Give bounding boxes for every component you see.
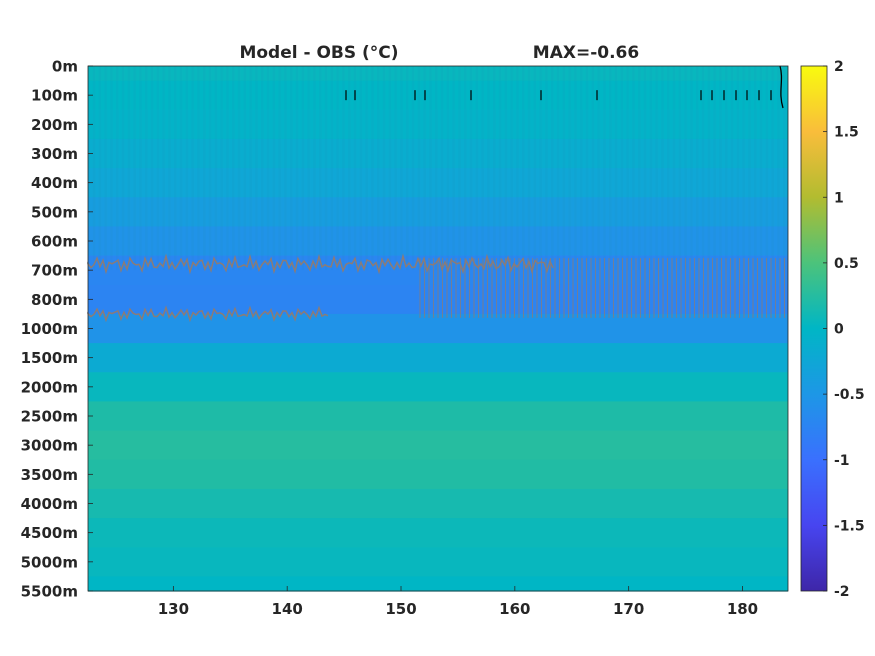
y-tick-label: 1500m — [21, 349, 78, 367]
y-axis-ticks: 0m 100m 200m 300m 400m 500m 600m 700m 800m 1000m 1… — [21, 58, 93, 601]
colorbar-tick-label: -1.5 — [834, 518, 865, 534]
max-annotation: MAX=-0.66 — [533, 43, 639, 63]
x-tick-label: 170 — [613, 600, 644, 618]
colorbar-tick-label: -1 — [834, 453, 850, 469]
y-tick-label: 700m — [31, 262, 78, 280]
heatmap-band — [88, 430, 788, 461]
colorbar-tick-label: 1.5 — [834, 125, 859, 141]
y-tick-label: 5000m — [21, 553, 78, 571]
colorbar-tick-label: 1 — [834, 190, 844, 206]
heatmap-band — [88, 372, 788, 403]
y-tick-label: 200m — [31, 116, 78, 134]
colorbar-tick-label: 0.5 — [834, 256, 859, 272]
heatmap-band — [88, 488, 788, 519]
y-tick-label: 800m — [31, 291, 78, 309]
x-axis-ticks: 130 140 150 160 170 180 — [158, 586, 758, 618]
x-tick-label: 160 — [499, 600, 530, 618]
y-tick-label: 1000m — [21, 320, 78, 338]
x-tick-label: 130 — [158, 600, 189, 618]
y-tick-label: 3000m — [21, 437, 78, 455]
colorbar-tick-label: 2 — [834, 59, 844, 75]
y-tick-label: 100m — [31, 87, 78, 105]
colorbar-tick-label: -2 — [834, 584, 850, 600]
y-tick-label: 0m — [52, 58, 78, 76]
y-tick-label: 5500m — [21, 583, 78, 601]
chart-title: Model - OBS (°C) — [239, 43, 398, 63]
colorbar-tick-label: -0.5 — [834, 387, 865, 403]
y-tick-label: 4000m — [21, 495, 78, 513]
contour-mark — [779, 65, 784, 109]
y-tick-label: 400m — [31, 174, 78, 192]
heatmap-band — [88, 343, 788, 373]
y-tick-label: 4500m — [21, 524, 78, 542]
contour-line — [87, 305, 329, 323]
contour-line — [419, 258, 786, 318]
y-tick-label: 500m — [31, 203, 78, 221]
x-tick-label: 140 — [272, 600, 303, 618]
plot-area — [87, 65, 789, 592]
x-tick-label: 150 — [385, 600, 416, 618]
x-tick-label: 180 — [727, 600, 758, 618]
surface-streaks — [88, 66, 788, 271]
contour-line — [87, 253, 554, 275]
y-tick-label: 600m — [31, 233, 78, 251]
y-tick-label: 300m — [31, 145, 78, 163]
y-tick-label: 2500m — [21, 408, 78, 426]
colorbar-ticks: -2 -1.5 -1 -0.5 0 0.5 1 1.5 2 — [823, 59, 865, 600]
heatmap-band — [88, 459, 788, 490]
y-tick-label: 2000m — [21, 378, 78, 396]
colorbar — [800, 65, 828, 592]
heatmap-band — [88, 313, 788, 344]
heatmap-band — [88, 401, 788, 432]
y-tick-label: 3500m — [21, 466, 78, 484]
colorbar-tick-label: 0 — [834, 322, 844, 338]
heatmap-band — [88, 518, 788, 548]
heatmap-band — [88, 547, 788, 578]
heatmap-band — [88, 576, 788, 592]
